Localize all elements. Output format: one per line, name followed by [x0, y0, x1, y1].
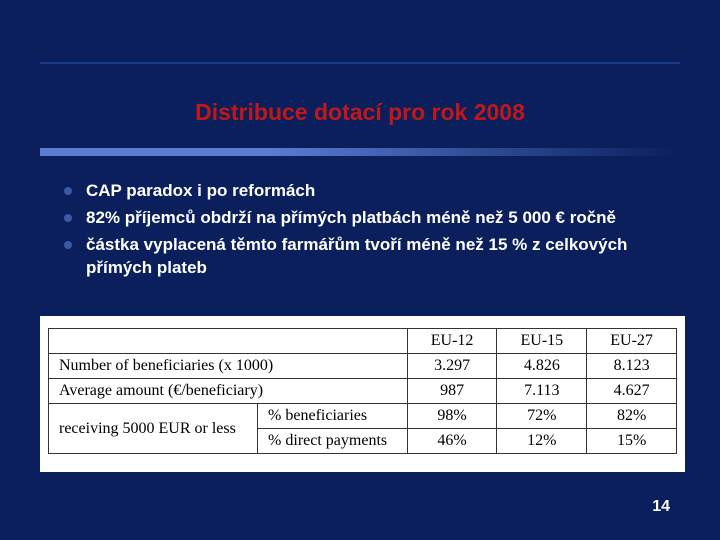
table-cell: Average amount (€/beneficiary) — [49, 379, 408, 404]
table-header-cell: EU-15 — [497, 329, 587, 354]
data-table-wrap: EU-12 EU-15 EU-27 Number of beneficiarie… — [40, 316, 685, 472]
table-cell: 3.297 — [407, 354, 497, 379]
top-horizontal-rule — [40, 62, 680, 64]
bullet-list: CAP paradox i po reformách 82% příjemců … — [60, 180, 670, 284]
table-cell: Number of beneficiaries (x 1000) — [49, 354, 408, 379]
table-cell: 46% — [407, 429, 497, 454]
page-number: 14 — [652, 498, 670, 516]
data-table: EU-12 EU-15 EU-27 Number of beneficiarie… — [48, 328, 677, 454]
bullet-item: 82% příjemců obdrží na přímých platbách … — [60, 207, 670, 230]
table-cell: 8.123 — [587, 354, 677, 379]
table-header-cell: EU-27 — [587, 329, 677, 354]
table-cell: 72% — [497, 404, 587, 429]
table-cell: 12% — [497, 429, 587, 454]
accent-bar — [40, 148, 680, 156]
table-row: receiving 5000 EUR or less % beneficiari… — [49, 404, 677, 429]
table-cell: 7.113 — [497, 379, 587, 404]
bullet-item: CAP paradox i po reformách — [60, 180, 670, 203]
table-row: Average amount (€/beneficiary) 987 7.113… — [49, 379, 677, 404]
table-cell: 15% — [587, 429, 677, 454]
table-header-cell: EU-12 — [407, 329, 497, 354]
bullet-item: částka vyplacená těmto farmářům tvoří mé… — [60, 234, 670, 280]
slide-title: Distribuce dotací pro rok 2008 — [195, 99, 525, 126]
table-cell: 98% — [407, 404, 497, 429]
table-cell: % beneficiaries — [258, 404, 408, 429]
table-cell: 987 — [407, 379, 497, 404]
table-cell: receiving 5000 EUR or less — [49, 404, 258, 454]
table-header-cell — [49, 329, 408, 354]
table-cell: 4.627 — [587, 379, 677, 404]
table-cell: 4.826 — [497, 354, 587, 379]
title-bar: Distribuce dotací pro rok 2008 — [40, 85, 680, 140]
table-cell: 82% — [587, 404, 677, 429]
table-row: EU-12 EU-15 EU-27 — [49, 329, 677, 354]
table-cell: % direct payments — [258, 429, 408, 454]
table-row: Number of beneficiaries (x 1000) 3.297 4… — [49, 354, 677, 379]
